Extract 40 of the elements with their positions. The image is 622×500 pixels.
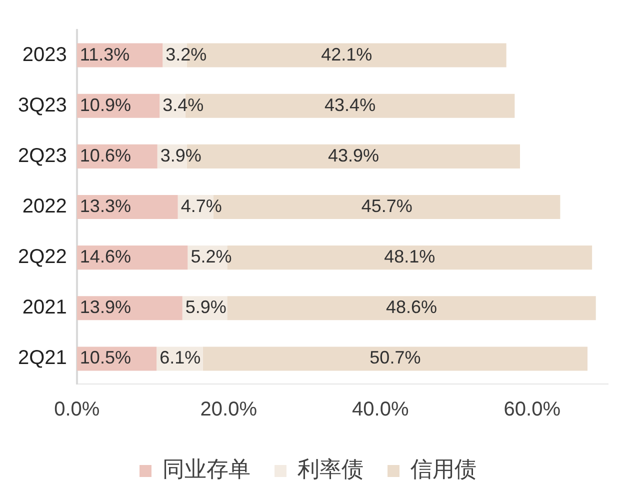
y-tick-label: 2021: [22, 296, 67, 319]
data-label: 10.5%: [80, 348, 131, 368]
y-tick-label: 3Q23: [18, 94, 67, 116]
data-label: 4.7%: [180, 196, 222, 216]
data-label: 5.2%: [190, 246, 232, 267]
bar: [227, 296, 596, 320]
data-label: 3.4%: [162, 94, 204, 115]
y-tick-label: 2023: [22, 44, 67, 66]
data-label: 6.1%: [160, 348, 201, 368]
legend-label: 信用债: [410, 458, 476, 483]
bar: [202, 346, 588, 371]
data-label: 11.3%: [80, 44, 130, 64]
data-label: 43.4%: [324, 94, 376, 115]
x-tick-label: 0.0%: [54, 398, 100, 421]
data-label: 48.1%: [384, 246, 436, 267]
y-tick-label: 2Q22: [18, 246, 67, 268]
data-label: 13.3%: [80, 196, 131, 216]
y-tick-label: 2022: [22, 196, 67, 218]
x-tick-label: 40.0%: [352, 398, 409, 421]
x-tick-label: 60.0%: [504, 398, 561, 421]
legend-label: 利率债: [298, 458, 364, 483]
data-label: 14.6%: [80, 246, 131, 267]
data-label: 13.9%: [80, 297, 131, 318]
x-tick-label: 20.0%: [200, 398, 258, 421]
bar: [76, 246, 188, 270]
y-tick-label: 2Q21: [18, 347, 67, 370]
legend-label: 同业存单: [162, 458, 250, 483]
data-label: 10.9%: [80, 94, 131, 115]
bar: [76, 296, 182, 320]
data-label: 43.9%: [328, 145, 379, 166]
data-label: 50.7%: [370, 348, 421, 368]
data-label: 5.9%: [185, 297, 226, 318]
bar: [76, 194, 178, 220]
data-label: 10.6%: [80, 145, 131, 166]
data-label: 45.7%: [361, 196, 412, 216]
y-tick-label: 2Q23: [18, 144, 67, 167]
data-label: 42.1%: [321, 44, 372, 64]
data-label: 3.2%: [166, 44, 207, 64]
data-label: 3.9%: [160, 145, 202, 166]
data-label: 48.6%: [386, 297, 438, 318]
